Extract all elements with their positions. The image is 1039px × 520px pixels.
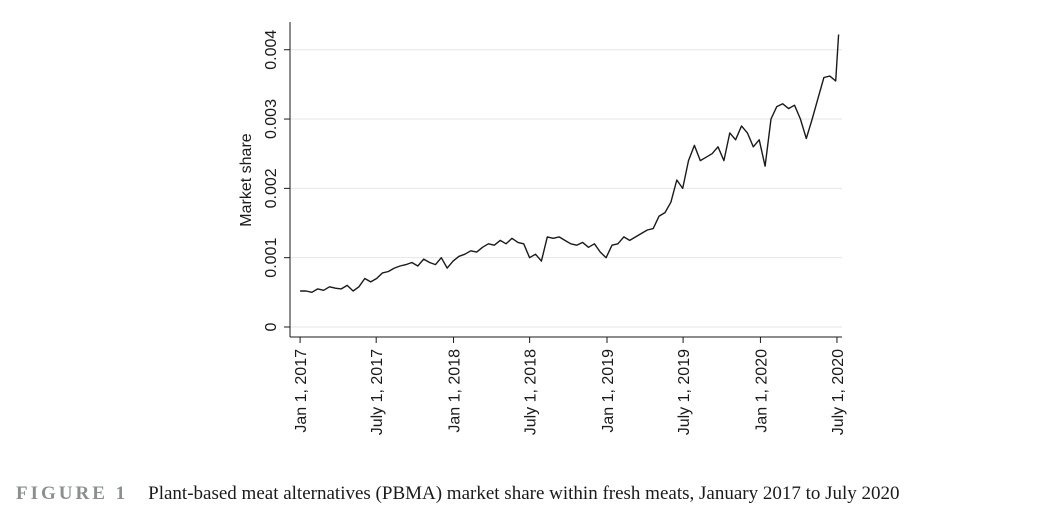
figure-caption-text: Plant-based meat alternatives (PBMA) mar…	[148, 483, 900, 504]
y-tick-label: 0.004	[263, 30, 280, 70]
market-share-series-line	[300, 34, 840, 293]
y-tick-label: 0.002	[263, 168, 280, 208]
x-tick-label: Jan 1, 2020	[753, 349, 770, 433]
x-axis-ticks: Jan 1, 2017 July 1, 2017 Jan 1, 2018 July 1…	[293, 337, 847, 435]
x-tick-label: July 1, 2020	[830, 349, 847, 435]
y-axis-ticks: 0 0.001 0.002 0.003 0.004	[263, 30, 290, 331]
x-tick-label: Jan 1, 2018	[447, 349, 464, 433]
axes	[289, 22, 842, 338]
figure-caption: FIGURE 1 Plant-based meat alternatives (P…	[16, 483, 900, 505]
y-axis-label: Market share	[238, 133, 255, 226]
y-tick-label: 0.001	[263, 238, 280, 278]
market-share-line-chart: 0 0.001 0.002 0.003 0.004 Jan 1, 2017 July 1,…	[238, 22, 847, 435]
x-tick-label: July 1, 2018	[523, 349, 540, 435]
y-tick-label: 0.003	[263, 99, 280, 139]
series	[300, 34, 840, 293]
x-tick-label: July 1, 2017	[369, 349, 386, 435]
x-tick-label: Jan 1, 2017	[293, 349, 310, 433]
gridlines	[290, 49, 842, 328]
x-tick-label: Jan 1, 2019	[600, 349, 617, 433]
figure-label: FIGURE 1	[16, 483, 129, 504]
x-tick-label: July 1, 2019	[676, 349, 693, 435]
y-tick-label: 0	[263, 322, 280, 331]
